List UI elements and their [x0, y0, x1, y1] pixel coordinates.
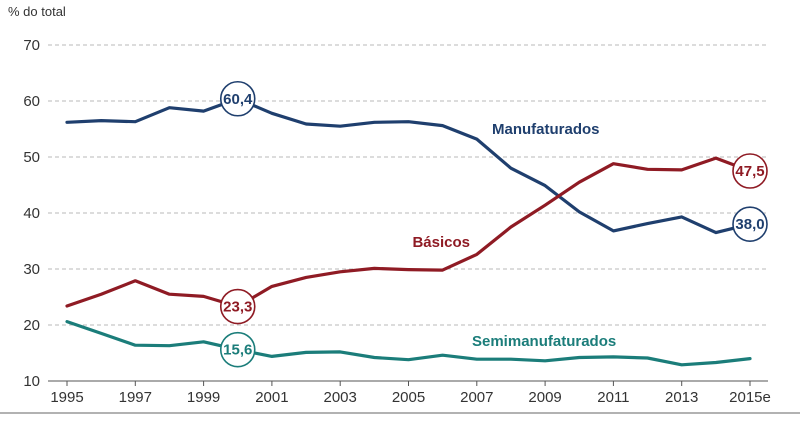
value-callout-label: 38,0	[735, 216, 764, 233]
x-tick-label: 2005	[392, 389, 425, 406]
value-callout-label: 47,5	[735, 163, 764, 180]
series-line	[65, 97, 752, 235]
value-callout-label: 23,3	[223, 299, 252, 316]
x-tick-label: 1995	[50, 389, 83, 406]
x-tick-label: 2001	[255, 389, 288, 406]
series-lines	[65, 97, 752, 367]
x-tick-label: 2015e	[729, 389, 771, 406]
y-tick-labels: 10 20 30 40 50 60 70	[23, 37, 40, 390]
series-line	[65, 320, 752, 367]
value-callout-circle	[219, 80, 256, 117]
y-axis-label: % do total	[8, 4, 66, 19]
series-name-label: Semimanufaturados	[472, 333, 616, 350]
series-name-label: Manufaturados	[492, 121, 600, 138]
grid	[48, 44, 768, 326]
x-tick-label: 2011	[597, 389, 629, 406]
y-tick-label: 20	[23, 317, 40, 334]
x-tick-label: 2013	[665, 389, 698, 406]
x-tick-label: 2009	[528, 389, 561, 406]
value-callout-label: 15,6	[223, 342, 252, 359]
value-callout-label: 60,4	[223, 91, 253, 108]
x-tick-label: 1997	[119, 389, 152, 406]
value-callout-circle	[732, 206, 768, 242]
series-name-label: Básicos	[412, 234, 470, 251]
x-tick-label: 2007	[460, 389, 493, 406]
series-line	[65, 156, 752, 309]
x-tick-label: 1999	[187, 389, 220, 406]
y-tick-label: 50	[23, 149, 40, 166]
y-tick-label: 30	[23, 261, 40, 278]
y-tick-label: 40	[23, 205, 40, 222]
y-tick-label: 10	[23, 373, 40, 390]
series-labels: Manufaturados Básicos Semimanufaturados	[412, 121, 616, 350]
x-tick-labels: 1995 1997 1999 2001 2003 2005 2007 2009 2011 2013…	[50, 381, 771, 406]
value-callout-circle	[219, 331, 256, 368]
value-callouts: 60,4 47,5 15,6 38,0 23,3	[219, 80, 768, 368]
value-callout-circle	[732, 153, 768, 189]
y-tick-label: 60	[23, 93, 40, 110]
x-tick-label: 2003	[324, 389, 357, 406]
value-callout-circle	[219, 288, 256, 325]
y-tick-label: 70	[23, 37, 40, 54]
